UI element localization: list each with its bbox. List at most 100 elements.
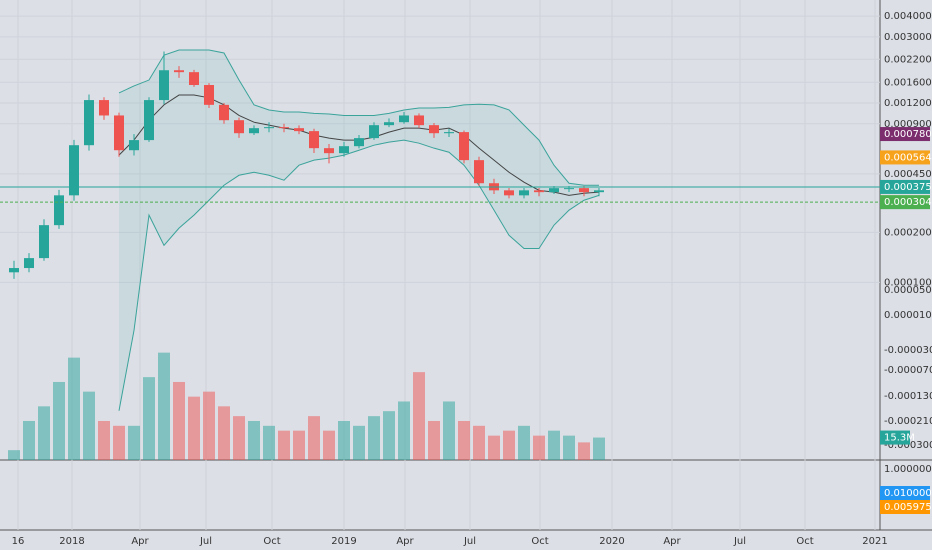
volume-bar	[548, 430, 560, 460]
candle-body	[189, 72, 199, 86]
volume-bar	[308, 416, 320, 460]
candle-body	[399, 115, 409, 123]
volume-bar	[8, 450, 20, 460]
y-tick-label: -0.0000300	[884, 345, 932, 356]
volume-bar	[98, 420, 110, 460]
candle-body	[444, 132, 454, 134]
price-badge	[880, 195, 930, 210]
x-tick-label: 2020	[599, 536, 624, 547]
candle-body	[219, 104, 229, 121]
candle-body	[459, 132, 469, 161]
x-tick-label: 2021	[862, 536, 887, 547]
candle-body	[549, 188, 559, 193]
volume-bar	[488, 435, 500, 460]
candle-body	[579, 188, 589, 193]
volume-bar	[473, 425, 485, 460]
volume-bar	[293, 430, 305, 460]
candle-body	[369, 125, 379, 139]
volume-bar	[578, 442, 590, 460]
candle-body	[279, 127, 289, 129]
candle-body	[249, 128, 259, 134]
x-tick-label: Oct	[796, 536, 813, 547]
volume-bar	[533, 435, 545, 460]
volume-bar	[248, 420, 260, 460]
volume-bar	[128, 425, 140, 460]
x-tick-label: Jul	[733, 536, 746, 547]
volume-bar	[113, 425, 125, 460]
y-tick-label: -0.0000700	[884, 365, 932, 376]
volume-label: 15.3M	[884, 433, 915, 444]
price-label: 0.0005646	[884, 152, 932, 163]
candle-body	[99, 100, 109, 116]
volume-bar	[278, 430, 290, 460]
oscillator-badge	[880, 500, 930, 514]
price-label: 0.0003752	[884, 182, 932, 193]
candle-body	[114, 115, 124, 151]
x-tick-label: Apr	[396, 536, 414, 547]
candle-body	[519, 190, 529, 196]
price-label: 0.0003040	[884, 197, 932, 208]
x-tick-label: Jul	[463, 536, 476, 547]
candle-body	[84, 100, 94, 146]
volume-bar	[83, 391, 95, 460]
x-tick-label: Oct	[531, 536, 548, 547]
volume-bar	[518, 425, 530, 460]
candle-body	[69, 145, 79, 196]
candle-body	[309, 131, 319, 149]
candle-body	[384, 122, 394, 126]
candle-body	[39, 225, 49, 259]
price-badge	[880, 150, 930, 165]
price-badge	[880, 127, 930, 142]
x-tick-label: 2018	[59, 536, 84, 547]
volume-bar	[23, 420, 35, 460]
volume-bar	[158, 352, 170, 460]
volume-bar	[413, 372, 425, 460]
x-tick-label: Apr	[663, 536, 681, 547]
y-tick-label: -0.0002100	[884, 416, 932, 427]
candle-body	[204, 85, 214, 105]
volume-bar	[38, 406, 50, 460]
band-fill	[119, 50, 599, 411]
volume-bar	[203, 391, 215, 460]
volume-bar	[398, 401, 410, 460]
candle-body	[294, 128, 304, 132]
candle-body	[534, 190, 544, 193]
price-label: 0.0007807	[884, 129, 932, 140]
y-tick-label: 0.0000100	[884, 310, 932, 321]
candle-body	[594, 190, 604, 193]
candle-body	[159, 70, 169, 101]
volume-bar	[563, 435, 575, 460]
volume-bar	[368, 416, 380, 460]
volume-bar	[233, 416, 245, 460]
volume-bar	[53, 381, 65, 460]
price-badge	[880, 179, 930, 194]
volume-badge	[880, 430, 910, 445]
volume-bar	[143, 377, 155, 460]
y-tick-label: -0.0003000	[884, 440, 932, 451]
volume-bar	[338, 420, 350, 460]
y-tick-label: -0.0001300	[884, 391, 932, 402]
candle-body	[234, 120, 244, 134]
candle-body	[144, 100, 154, 141]
candle-body	[504, 190, 514, 196]
x-tick-label: 2019	[331, 536, 356, 547]
x-tick-label: Jul	[199, 536, 212, 547]
band-lower	[118, 139, 600, 411]
volume-bar	[443, 401, 455, 460]
candle-body	[24, 258, 34, 269]
volume-bar	[218, 406, 230, 460]
volume-bar	[323, 430, 335, 460]
volume-bar	[263, 425, 275, 460]
candle-body	[264, 127, 274, 129]
volume-bar	[353, 425, 365, 460]
oscillator-label: 0.0059750	[884, 502, 932, 513]
